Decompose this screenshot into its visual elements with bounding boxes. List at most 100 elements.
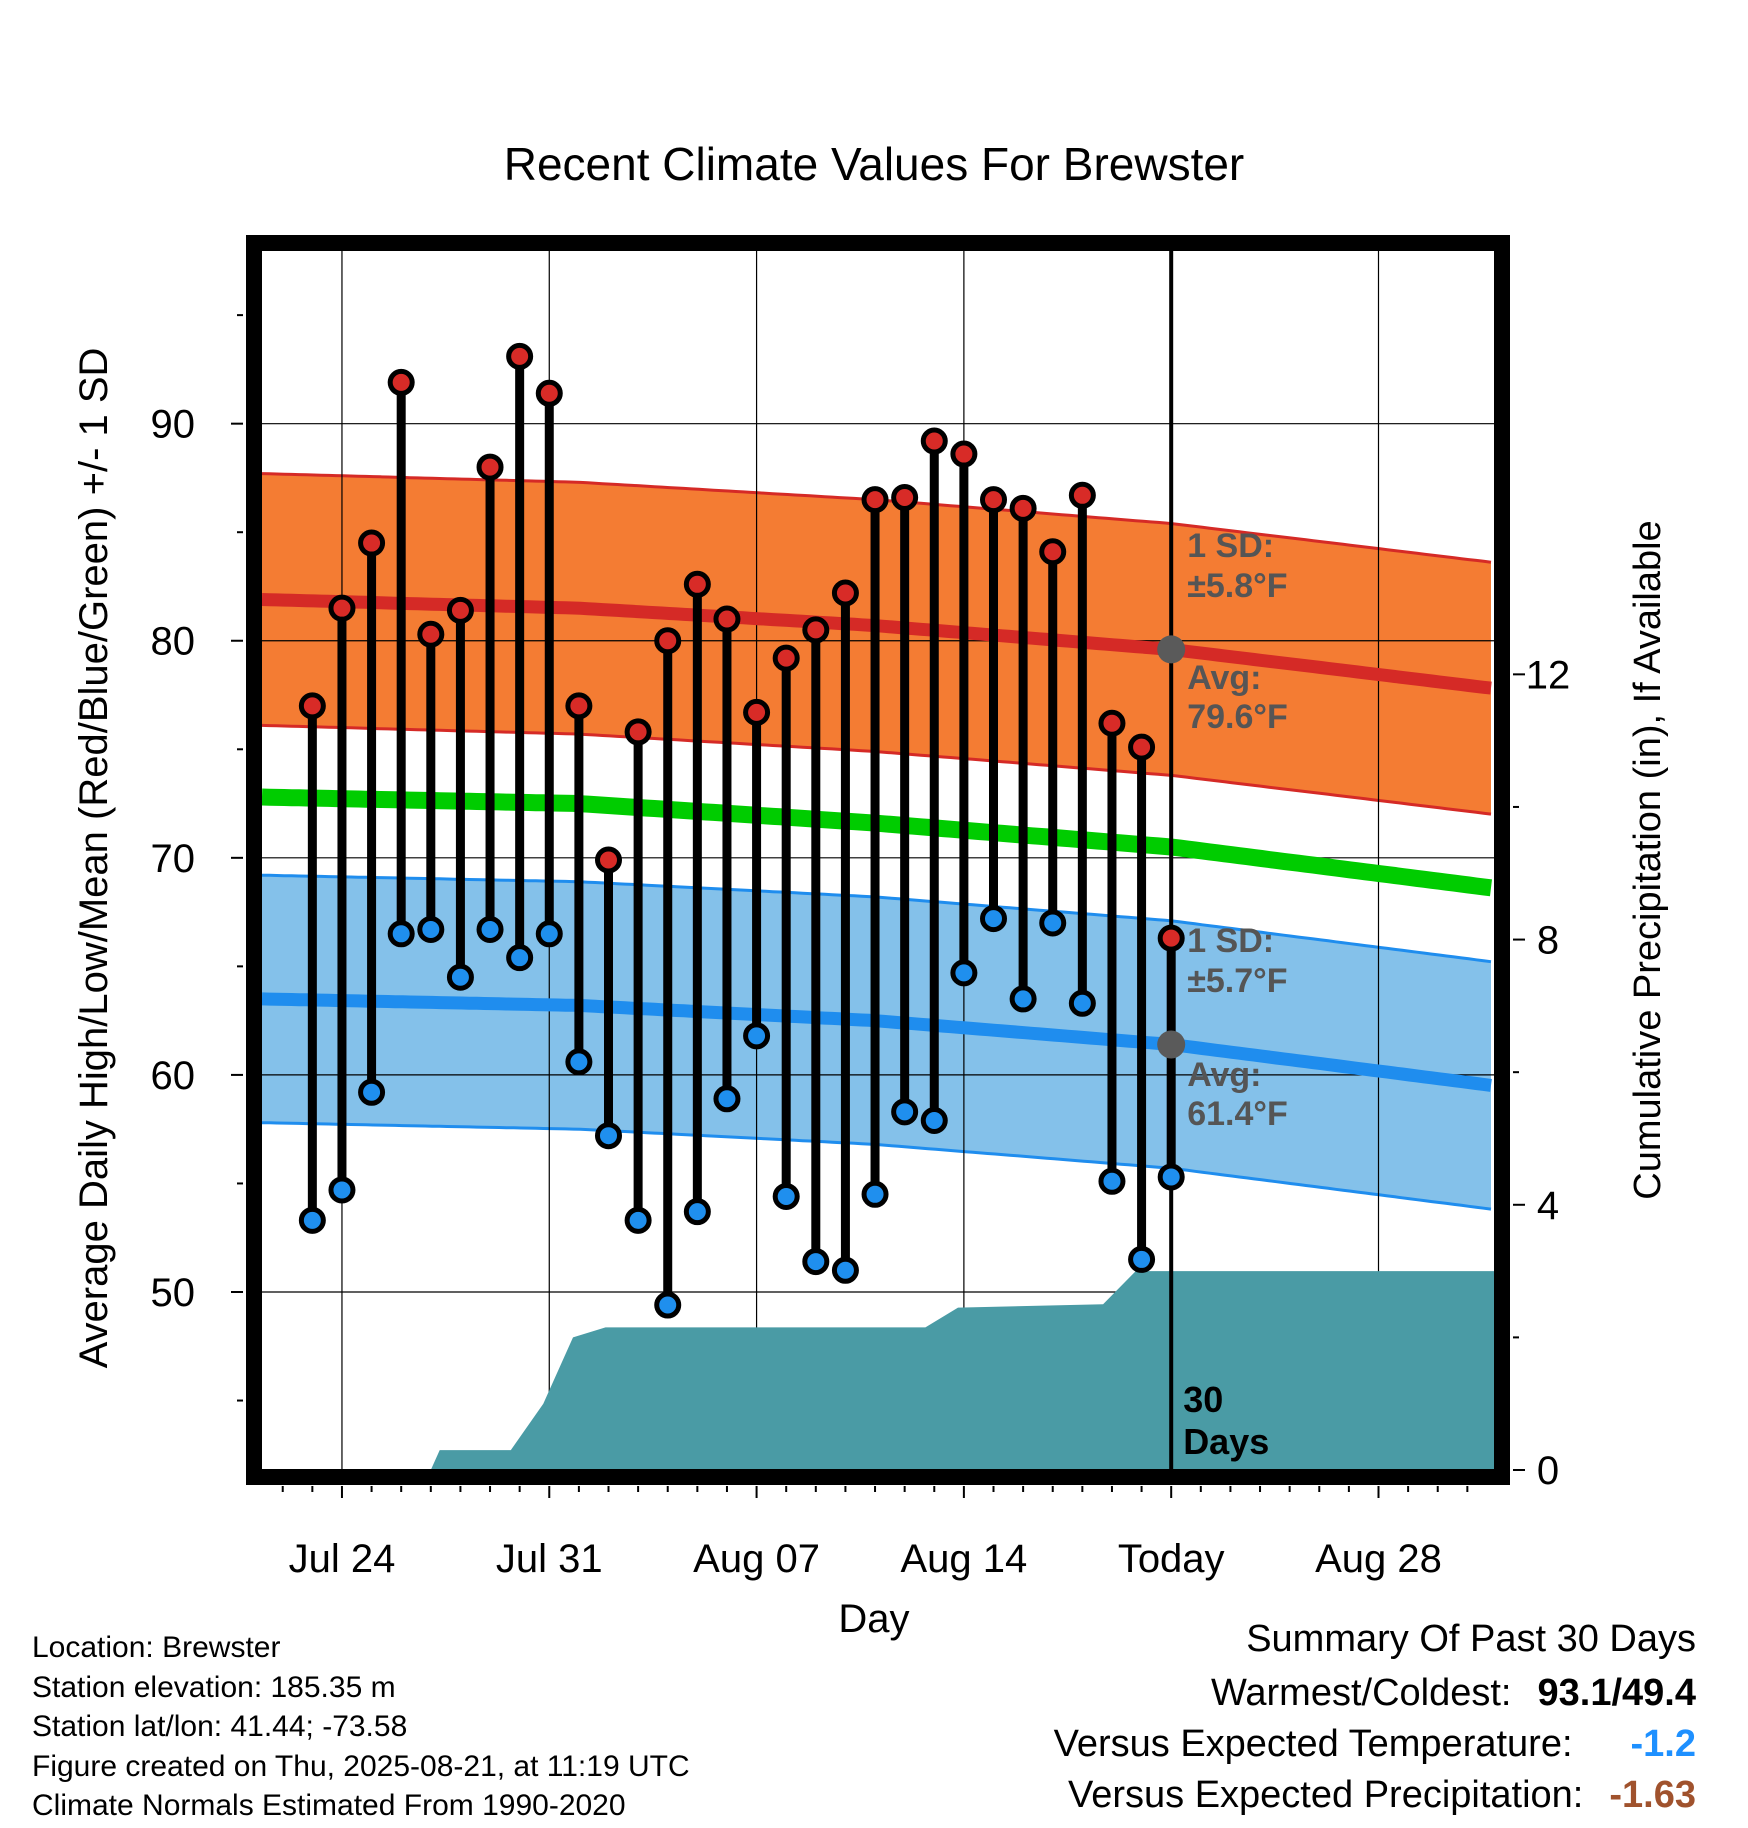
obs-high-point-26 [1039, 538, 1067, 566]
x-tick-label-5: Aug 28 [1315, 1537, 1442, 1581]
high-sd-value: ±5.8°F [1187, 567, 1287, 605]
obs-low-point-15 [713, 1085, 741, 1113]
obs-low-point-21 [891, 1098, 919, 1126]
obs-high-point-20 [861, 486, 889, 514]
x-tick-label-2: Aug 07 [693, 1537, 820, 1581]
obs-low-point-29 [1128, 1245, 1156, 1273]
obs-high-point-15 [713, 605, 741, 633]
obs-low-point-13 [654, 1291, 682, 1319]
obs-low-point-7 [476, 915, 504, 943]
today-avg-high-marker [1157, 635, 1186, 664]
obs-high-point-10 [565, 692, 593, 720]
obs-high-point-17 [772, 644, 800, 672]
obs-low-point-2 [328, 1176, 356, 1204]
obs-high-point-16 [743, 698, 771, 726]
today-days-word: Days [1183, 1421, 1269, 1462]
today-days-number: 30 [1183, 1379, 1223, 1420]
summary-slash: / [1611, 1672, 1623, 1714]
obs-low-point-3 [358, 1078, 386, 1106]
obs-low-point-1 [298, 1206, 326, 1234]
obs-high-point-19 [831, 579, 859, 607]
y2-tick-label-12: 12 [1526, 653, 1571, 697]
info-elevation: Station elevation: 185.35 m [32, 1670, 396, 1704]
info-latlon: Station lat/lon: 41.44; -73.58 [32, 1710, 408, 1743]
y-tick-label-90: 90 [151, 403, 196, 447]
obs-low-point-18 [802, 1248, 830, 1276]
obs-high-point-2 [328, 594, 356, 622]
obs-low-point-8 [506, 944, 534, 972]
low-avg-title: Avg: [1187, 1056, 1261, 1094]
obs-high-point-25 [1009, 494, 1037, 522]
high-sd-title: 1 SD: [1187, 527, 1274, 565]
obs-low-point-27 [1068, 989, 1096, 1017]
y-tick-label-60: 60 [151, 1054, 196, 1098]
obs-high-point-21 [891, 483, 919, 511]
cumulative-precip-area [262, 1271, 1494, 1470]
low-sd-title: 1 SD: [1187, 922, 1274, 960]
obs-high-point-14 [683, 570, 711, 598]
summary-precip-value: -1.63 [1609, 1774, 1696, 1816]
high-avg-value: 79.6°F [1187, 698, 1288, 736]
info-normals: Climate Normals Estimated From 1990-2020 [32, 1789, 626, 1822]
low-sd-value: ±5.7°F [1187, 962, 1287, 1000]
info-location: Location: Brewster [32, 1631, 281, 1664]
obs-low-point-22 [920, 1106, 948, 1134]
obs-high-point-29 [1128, 733, 1156, 761]
high-avg-title: Avg: [1187, 659, 1261, 697]
x-tick-label-3: Aug 14 [900, 1537, 1027, 1581]
summary-coldest-value: 49.4 [1622, 1672, 1696, 1714]
obs-low-point-17 [772, 1182, 800, 1210]
summary-panel: Summary Of Past 30 Days Warmest/Coldest:… [1054, 1618, 1696, 1825]
obs-low-point-28 [1098, 1167, 1126, 1195]
summary-heading: Summary Of Past 30 Days [1246, 1618, 1696, 1660]
summary-temp-value: -1.2 [1630, 1723, 1696, 1765]
obs-high-point-23 [950, 440, 978, 468]
obs-low-point-5 [417, 915, 445, 943]
obs-low-point-6 [446, 963, 474, 991]
obs-low-point-4 [387, 920, 415, 948]
obs-low-point-25 [1009, 985, 1037, 1013]
obs-high-point-24 [980, 486, 1007, 514]
summary-temp-label: Versus Expected Temperature: [1053, 1723, 1573, 1765]
obs-high-point-3 [358, 529, 386, 557]
obs-low-point-12 [624, 1206, 652, 1234]
y-tick-label-70: 70 [151, 837, 196, 881]
obs-high-point-12 [624, 718, 652, 746]
y2-tick-label-8: 8 [1537, 919, 1559, 963]
obs-high-point-1 [298, 692, 326, 720]
summary-temp-row: Versus Expected Temperature: -1.2 [1054, 1723, 1696, 1774]
obs-low-point-11 [595, 1122, 622, 1150]
summary-warmest-label: Warmest/Coldest: [1210, 1672, 1512, 1714]
y-tick-label-50: 50 [151, 1271, 196, 1315]
obs-high-point-9 [535, 379, 563, 407]
summary-precip-label: Versus Expected Precipitation: [1067, 1774, 1584, 1816]
obs-high-point-18 [802, 616, 830, 644]
summary-warmest-value: 93.1 [1537, 1672, 1612, 1714]
obs-low-point-16 [743, 1022, 771, 1050]
low-avg-value: 61.4°F [1187, 1095, 1288, 1133]
obs-low-point-26 [1039, 909, 1067, 937]
obs-high-point-13 [654, 627, 682, 655]
summary-precip-row: Versus Expected Precipitation: -1.63 [1054, 1774, 1696, 1825]
obs-low-point-20 [861, 1180, 889, 1208]
x-tick-label-4: Today [1118, 1537, 1225, 1581]
y2-tick-label-0: 0 [1537, 1449, 1559, 1493]
obs-low-point-19 [831, 1256, 859, 1284]
obs-high-point-11 [595, 846, 622, 874]
obs-high-point-4 [387, 368, 415, 396]
obs-low-point-24 [980, 905, 1007, 933]
obs-high-point-6 [446, 596, 474, 624]
obs-high-point-30 [1157, 924, 1185, 952]
y2-tick-label-4: 4 [1537, 1184, 1559, 1228]
y-axis-label: Average Daily High/Low/Mean (Red/Blue/Gr… [72, 348, 116, 1369]
obs-high-point-5 [417, 620, 445, 648]
plot-frame [246, 235, 1510, 1485]
obs-high-point-7 [476, 453, 504, 481]
summary-warmest-row: Warmest/Coldest: 93.1/49.4 [1054, 1672, 1696, 1723]
obs-high-point-22 [920, 427, 948, 455]
obs-high-point-8 [506, 342, 534, 370]
obs-low-point-30 [1157, 1163, 1185, 1191]
chart-title: Recent Climate Values For Brewster [504, 138, 1245, 190]
obs-high-point-28 [1098, 709, 1126, 737]
